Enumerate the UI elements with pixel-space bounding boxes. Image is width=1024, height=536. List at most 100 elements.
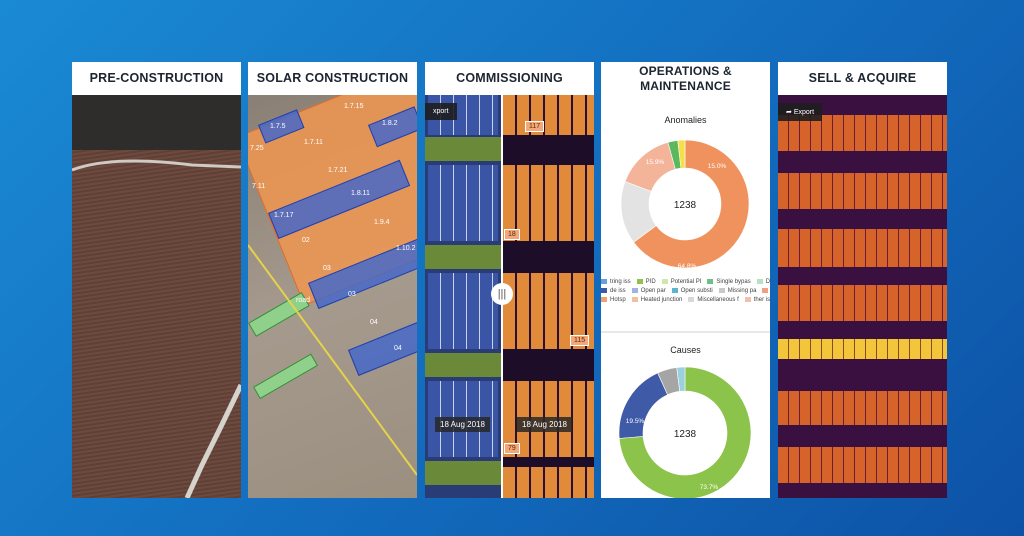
date-label-left: 18 Aug 2018 — [435, 417, 490, 432]
legend-label: Heated junction — [640, 297, 683, 303]
causes-slice[interactable] — [618, 366, 752, 498]
legend-item[interactable]: Miscellaneous f — [688, 296, 741, 303]
panel-title: SELL & ACQUIRE — [808, 71, 917, 85]
label-1-10-2: 1.10.2 — [396, 245, 416, 252]
causes-total: 1238 — [674, 429, 697, 440]
panel-operations-maintenance: OPERATIONS & MAINTENANCE Anomalies 1238 6… — [601, 62, 770, 498]
panel-title: COMMISSIONING — [456, 71, 563, 85]
legend-item[interactable]: PID — [636, 278, 659, 285]
field-aerial-image — [72, 95, 241, 498]
legend-label: PID — [645, 279, 656, 285]
legend-item[interactable]: Multiple — [762, 287, 770, 294]
label-7-11: 7.11 — [252, 183, 266, 190]
section-divider — [601, 331, 770, 333]
anomalies-percent-label: 15.0% — [708, 163, 727, 170]
panel-title: PRE-CONSTRUCTION — [89, 71, 224, 85]
comparison-viewer: ||| xport 117 18 115 79 18 Aug 2018 18 A… — [425, 95, 594, 498]
legend-row: Hotsp Heated junction Miscellaneous f ther … — [601, 296, 770, 305]
legend-label: Miscellaneous f — [697, 297, 739, 303]
split-handle-icon[interactable]: ||| — [491, 283, 513, 305]
legend-swatch — [671, 287, 678, 293]
label-04: 04 — [370, 319, 378, 326]
thermal-image — [778, 95, 947, 498]
legend-swatch — [601, 278, 607, 284]
legend-swatch — [762, 287, 769, 293]
legend-label: Hotsp — [610, 297, 626, 303]
anomalies-slice[interactable] — [677, 139, 686, 169]
legend-item[interactable]: Double byp — [756, 278, 770, 285]
anomalies-slice[interactable] — [633, 139, 750, 269]
om-dashboard: Anomalies 1238 64.8% 15.9% 15.0% tring iss P… — [601, 95, 770, 498]
legend-label: Potential PI — [670, 279, 702, 285]
hotspot-tag[interactable]: 79 — [504, 443, 520, 454]
rgb-view — [425, 95, 501, 498]
legend-item[interactable]: Open substi — [671, 287, 716, 294]
legend-row: tring iss PID Potential PI Single bypas Doub… — [601, 278, 770, 287]
label-7-25: 7.25 — [250, 145, 264, 152]
legend-label: tring iss — [610, 279, 631, 285]
export-button[interactable]: ➦ Export — [778, 103, 823, 121]
dirt-road — [72, 159, 241, 498]
legend-swatch — [636, 278, 643, 284]
construction-map: 1.7.15 1.7.5 1.8.2 7.25 1.7.11 1.7.21 7.… — [248, 95, 417, 498]
legend-item[interactable]: Potential PI — [661, 278, 705, 285]
export-button[interactable]: xport — [425, 103, 457, 120]
legend-swatch — [631, 287, 638, 293]
thermal-view — [503, 95, 594, 498]
causes-percent-label: 73.7% — [700, 484, 719, 491]
label-1-7-15: 1.7.15 — [344, 103, 364, 110]
anomalies-title: Anomalies — [664, 115, 707, 125]
legend-item[interactable]: Single bypas — [707, 278, 753, 285]
label-road: road — [296, 297, 311, 304]
legend-item[interactable]: Heated junction — [631, 296, 686, 303]
export-label: Export — [793, 109, 815, 116]
hotspot-tag[interactable]: 18 — [504, 229, 520, 240]
anomalies-slice[interactable] — [624, 141, 676, 192]
legend-swatch — [744, 296, 751, 302]
legend-swatch — [631, 296, 638, 302]
panel-title: SOLAR CONSTRUCTION — [256, 71, 409, 85]
legend-item[interactable]: Hotsp — [601, 296, 629, 303]
label-02: 02 — [302, 237, 310, 244]
causes-title: Causes — [670, 345, 701, 355]
anomalies-donut-chart: 1238 64.8% 15.9% 15.0% — [620, 139, 750, 270]
legend-item[interactable]: ther issu — [744, 296, 770, 303]
share-arrow-icon: ➦ — [786, 109, 792, 116]
legend-swatch — [688, 296, 695, 302]
label-1-7-11: 1.7.11 — [304, 139, 323, 146]
label-03b: 03 — [348, 291, 356, 298]
legend-label: Open par — [640, 288, 666, 294]
panel-solar-construction: SOLAR CONSTRUCTION 1.7.15 1.7.5 1.8.2 7.… — [248, 62, 417, 498]
label-1-7-5: 1.7.5 — [270, 123, 286, 130]
anomalies-percent-label: 64.8% — [678, 263, 697, 270]
panel-commissioning: COMMISSIONING ||| xport 117 18 115 79 18… — [425, 62, 594, 498]
legend-label: ther issu — [753, 297, 770, 303]
panel-pre-construction: PRE-CONSTRUCTION — [72, 62, 241, 498]
anomalies-percent-label: 15.9% — [646, 159, 665, 166]
road-line — [248, 244, 417, 476]
legend-label: Single bypas — [716, 279, 751, 285]
legend-label: Open substi — [680, 288, 713, 294]
label-1-7-17: 1.7.17 — [274, 212, 294, 219]
anomalies-total: 1238 — [674, 200, 697, 211]
causes-slice[interactable] — [618, 372, 668, 439]
legend-swatch — [601, 296, 607, 302]
hotspot-tag[interactable]: 117 — [525, 121, 545, 132]
legend-item[interactable]: tring iss — [601, 278, 634, 285]
label-1-7-21: 1.7.21 — [328, 167, 348, 174]
panel-title: OPERATIONS & MAINTENANCE — [639, 63, 732, 93]
panel-sell-acquire: SELL & ACQUIRE ➦ Export — [778, 62, 947, 498]
legend-label: de iss — [610, 288, 626, 294]
legend-item[interactable]: de iss — [601, 287, 629, 294]
legend-swatch — [601, 287, 607, 293]
date-label-right: 18 Aug 2018 — [517, 417, 572, 432]
label-1-8-11: 1.8.11 — [351, 190, 370, 197]
legend-item[interactable]: Open par — [631, 287, 669, 294]
legend-item[interactable]: Missing pa — [718, 287, 760, 294]
causes-slice[interactable] — [676, 366, 686, 392]
legend-label: Missing pa — [727, 288, 757, 294]
label-04b: 04 — [394, 345, 402, 352]
hotspot-tag[interactable]: 115 — [570, 335, 590, 346]
legend-label: Double byp — [765, 279, 770, 285]
legend-row: de iss Open par Open substi Missing pa Multi… — [601, 287, 770, 296]
